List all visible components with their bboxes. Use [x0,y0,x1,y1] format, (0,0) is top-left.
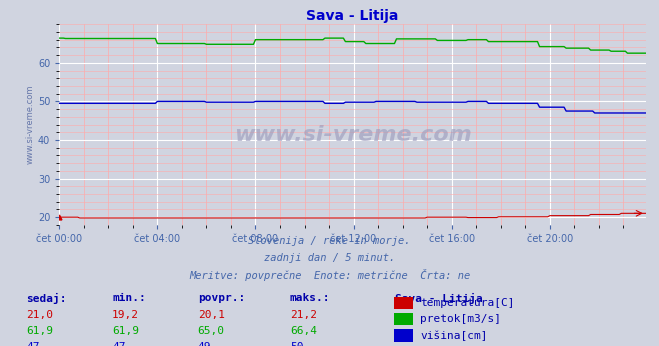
Text: 50: 50 [290,342,303,346]
Text: 19,2: 19,2 [112,310,139,320]
Text: višina[cm]: višina[cm] [420,330,488,340]
Bar [394,297,413,309]
Text: maks.:: maks.: [290,293,330,303]
Text: 61,9: 61,9 [112,326,139,336]
Text: pretok[m3/s]: pretok[m3/s] [420,314,501,324]
Text: 49: 49 [198,342,211,346]
Text: 61,9: 61,9 [26,326,53,336]
Text: Sava - Litija: Sava - Litija [395,293,483,304]
Text: 21,0: 21,0 [26,310,53,320]
Text: sedaj:: sedaj: [26,293,67,304]
Text: povpr.:: povpr.: [198,293,245,303]
Text: Meritve: povprečne  Enote: metrične  Črta: ne: Meritve: povprečne Enote: metrične Črta:… [189,268,470,281]
Text: 66,4: 66,4 [290,326,317,336]
Text: Slovenija / reke in morje.: Slovenija / reke in morje. [248,236,411,246]
Text: temperatura[C]: temperatura[C] [420,298,515,308]
Text: 21,2: 21,2 [290,310,317,320]
Text: 65,0: 65,0 [198,326,225,336]
Text: www.si-vreme.com: www.si-vreme.com [234,125,471,145]
Bar [394,329,413,342]
Text: min.:: min.: [112,293,146,303]
Text: 20,1: 20,1 [198,310,225,320]
Y-axis label: www.si-vreme.com: www.si-vreme.com [26,85,35,164]
Title: Sava - Litija: Sava - Litija [306,9,399,23]
Bar [394,313,413,326]
Text: zadnji dan / 5 minut.: zadnji dan / 5 minut. [264,253,395,263]
Text: 47: 47 [26,342,40,346]
Text: 47: 47 [112,342,125,346]
